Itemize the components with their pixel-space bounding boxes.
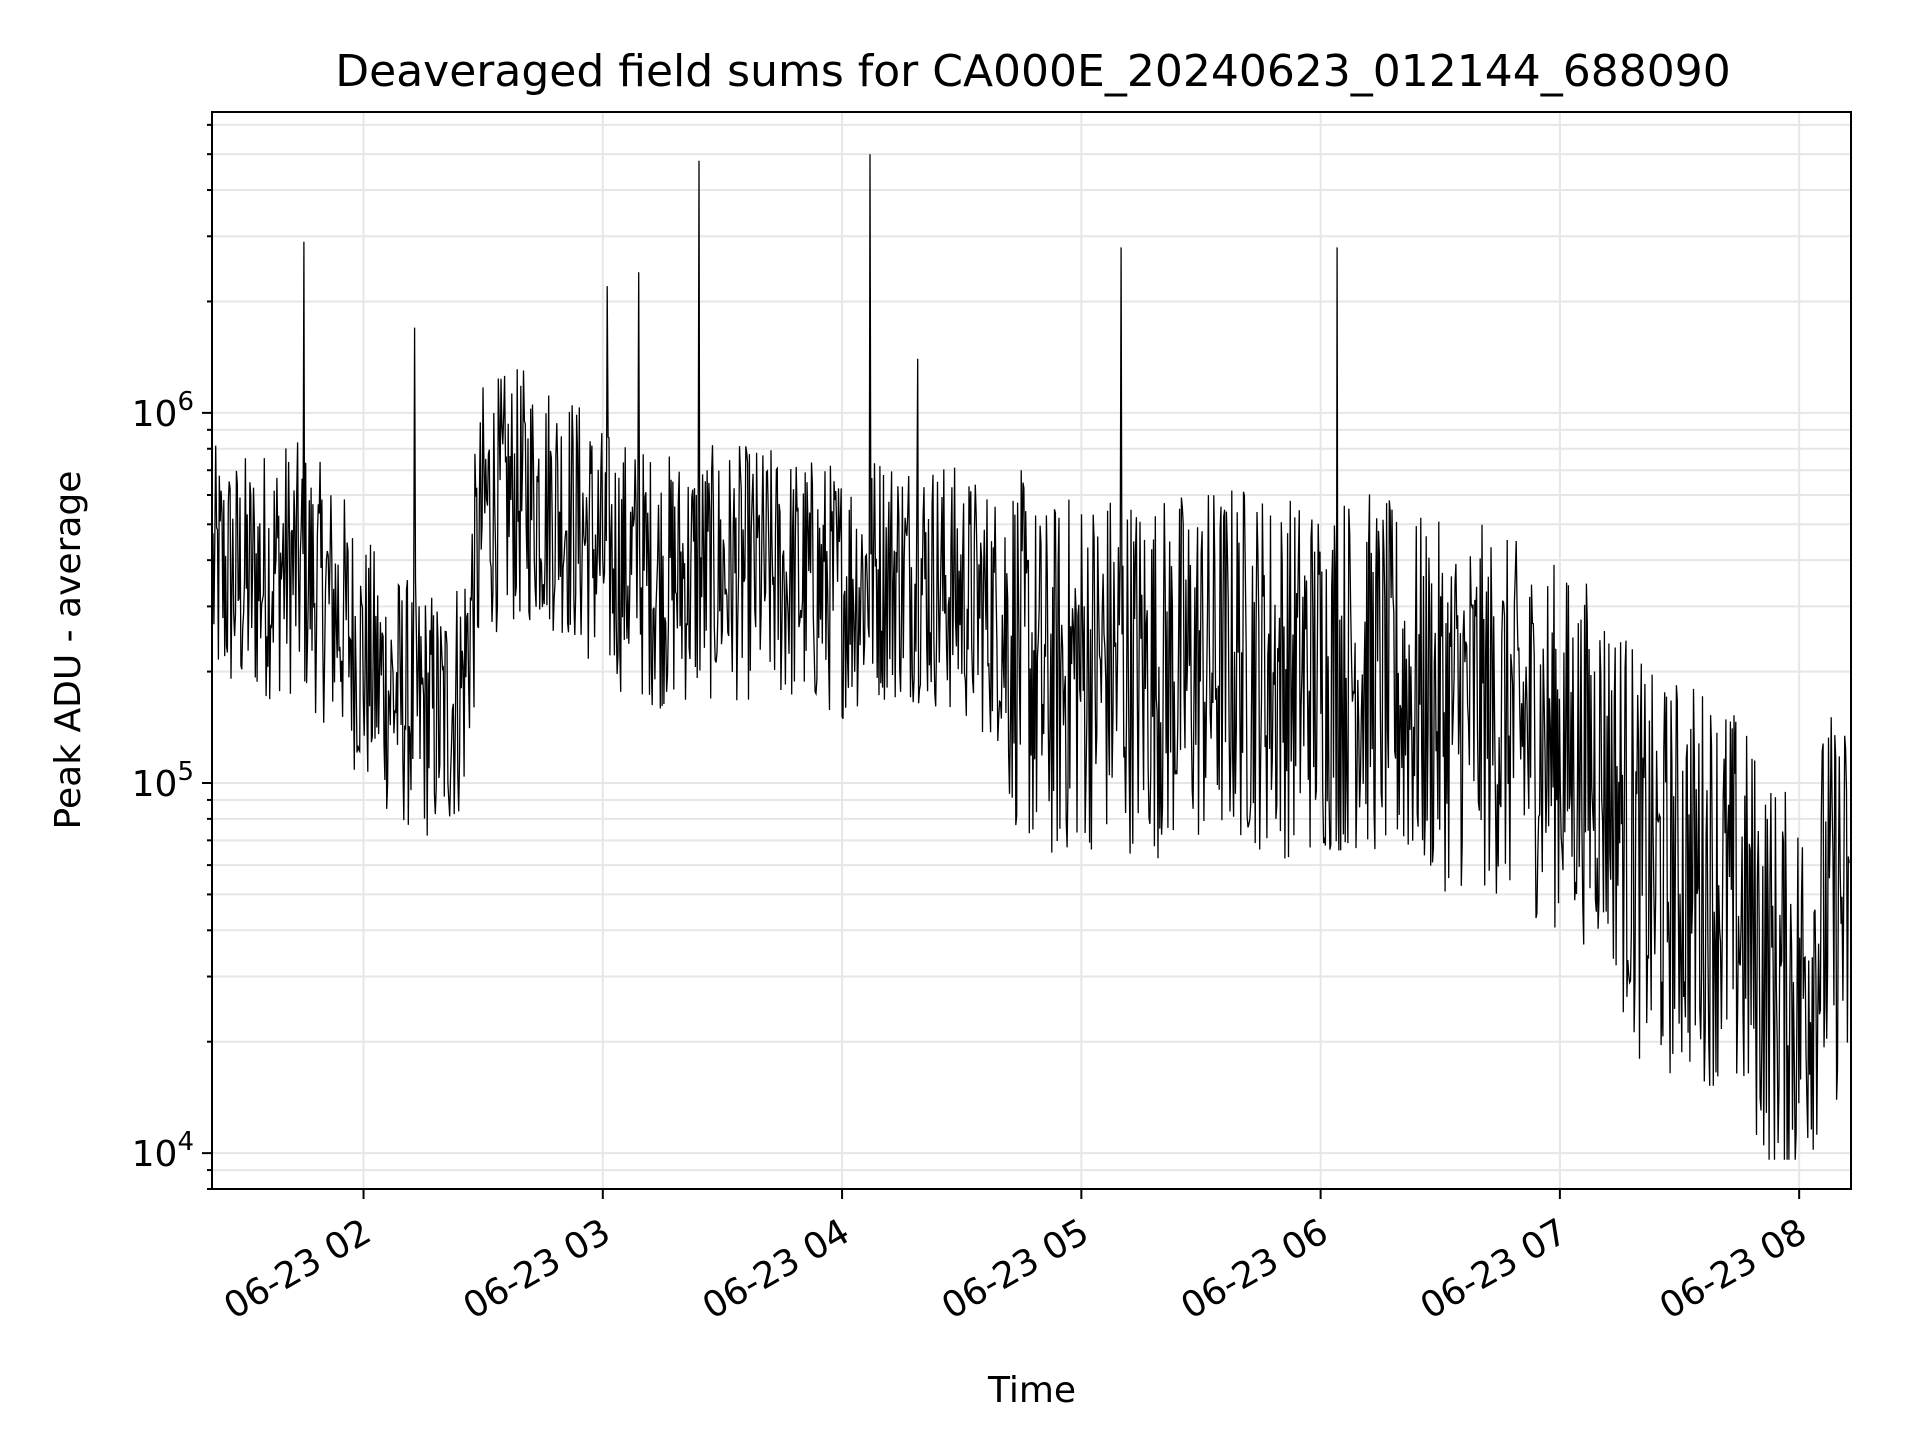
plot-frame <box>211 111 1852 1190</box>
x-axis-ticks: 06-23 02 06-23 03 06-23 04 06-23 05 06-23 06… <box>217 1189 1814 1328</box>
y-tick-label: 106 <box>132 387 194 435</box>
x-axis-label: Time <box>987 1370 1076 1411</box>
y-tick-label: 105 <box>132 757 194 805</box>
x-tick-label: 06-23 07 <box>1414 1211 1575 1327</box>
plot-area: 06-23 02 06-23 03 06-23 04 06-23 05 06-23 06… <box>132 111 1852 1328</box>
x-tick-label: 06-23 06 <box>1174 1211 1335 1327</box>
x-tick-label: 06-23 08 <box>1653 1211 1814 1327</box>
x-tick-label: 06-23 03 <box>457 1211 618 1327</box>
y-tick-label: 104 <box>132 1127 194 1175</box>
series-line <box>212 154 1850 1160</box>
x-tick-label: 06-23 05 <box>935 1211 1096 1327</box>
x-tick-label: 06-23 04 <box>696 1211 857 1327</box>
chart-title: Deaveraged field sums for CA000E_2024062… <box>335 46 1730 97</box>
y-axis-ticks: 104 105 106 <box>132 123 212 1190</box>
y-axis-label: Peak ADU - average <box>48 471 89 830</box>
x-tick-label: 06-23 02 <box>217 1211 378 1327</box>
